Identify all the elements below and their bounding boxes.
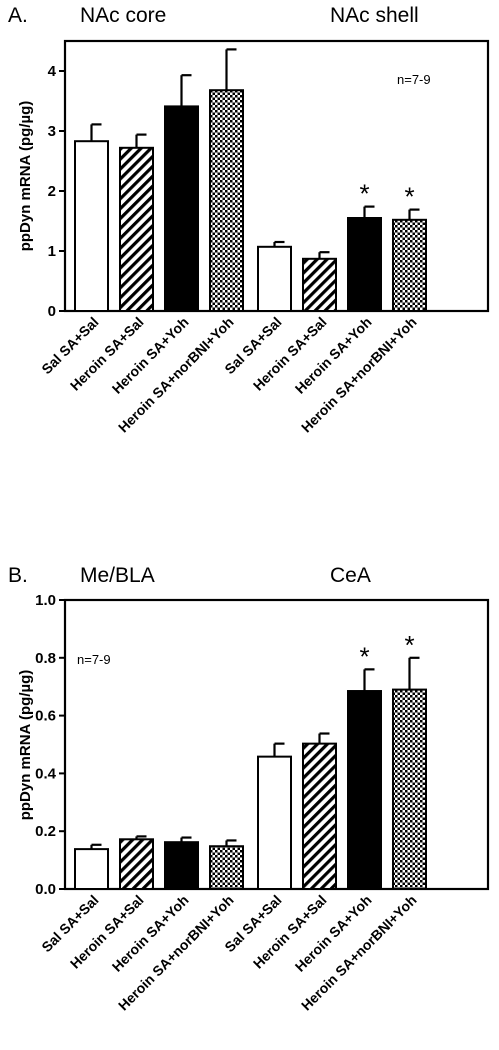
- panel-b: B. Me/BLA CeA ppDyn mRNA (pg/µg) 0.0 0.2 0.4 0.…: [8, 564, 490, 1013]
- y-tick-label: 2: [48, 183, 56, 200]
- category-label: Heroin SA+Yoh: [109, 892, 192, 975]
- significance-star: *: [404, 182, 414, 212]
- bar: [74, 140, 109, 312]
- significance-star: *: [404, 630, 414, 660]
- panel-letter: A.: [8, 4, 28, 27]
- significance-star: *: [359, 641, 369, 671]
- bar: [74, 848, 109, 890]
- bar: [347, 690, 382, 890]
- region-label: NAc core: [80, 4, 166, 27]
- y-tick-label: 4: [48, 63, 57, 80]
- bar: [257, 755, 292, 890]
- category-label: Heroin SA+Yoh: [109, 314, 192, 397]
- y-tick-label: 0.6: [35, 708, 56, 725]
- bar: [302, 257, 337, 312]
- bar: [209, 845, 244, 891]
- y-tick-label: 1.0: [35, 592, 56, 609]
- bar: [347, 217, 382, 312]
- n-note: n=7-9: [77, 652, 111, 667]
- bar: [209, 89, 244, 312]
- y-tick-label: 1: [48, 243, 56, 260]
- bar: [119, 838, 154, 890]
- region-label: CeA: [330, 564, 371, 587]
- category-label: Heroin SA+Yoh: [292, 892, 375, 975]
- panel-a: A. NAc core NAc shell ppDyn mRNA (pg/µg) 0 1 2…: [8, 4, 490, 435]
- region-label: NAc shell: [330, 4, 419, 27]
- y-axis-label: ppDyn mRNA (pg/µg): [17, 101, 34, 252]
- y-tick-label: 0.8: [35, 650, 56, 667]
- bar: [164, 105, 199, 313]
- bar: [302, 742, 337, 890]
- significance-star: *: [359, 179, 369, 209]
- bar: [119, 146, 154, 312]
- bar: [392, 218, 427, 312]
- region-label: Me/BLA: [80, 564, 155, 587]
- category-label: Heroin SA+Yoh: [292, 314, 375, 397]
- y-tick-label: 3: [48, 123, 56, 140]
- n-note: n=7-9: [397, 72, 431, 87]
- y-tick-label: 0.2: [35, 823, 56, 840]
- bar: [392, 688, 427, 891]
- bar: [164, 841, 199, 891]
- y-axis-label: ppDyn mRNA (pg/µg): [17, 670, 34, 821]
- y-tick-label: 0.4: [35, 765, 57, 782]
- panel-letter: B.: [8, 564, 28, 587]
- bar: [257, 245, 292, 312]
- y-tick-label: 0.0: [35, 881, 56, 898]
- y-tick-label: 0: [48, 303, 56, 320]
